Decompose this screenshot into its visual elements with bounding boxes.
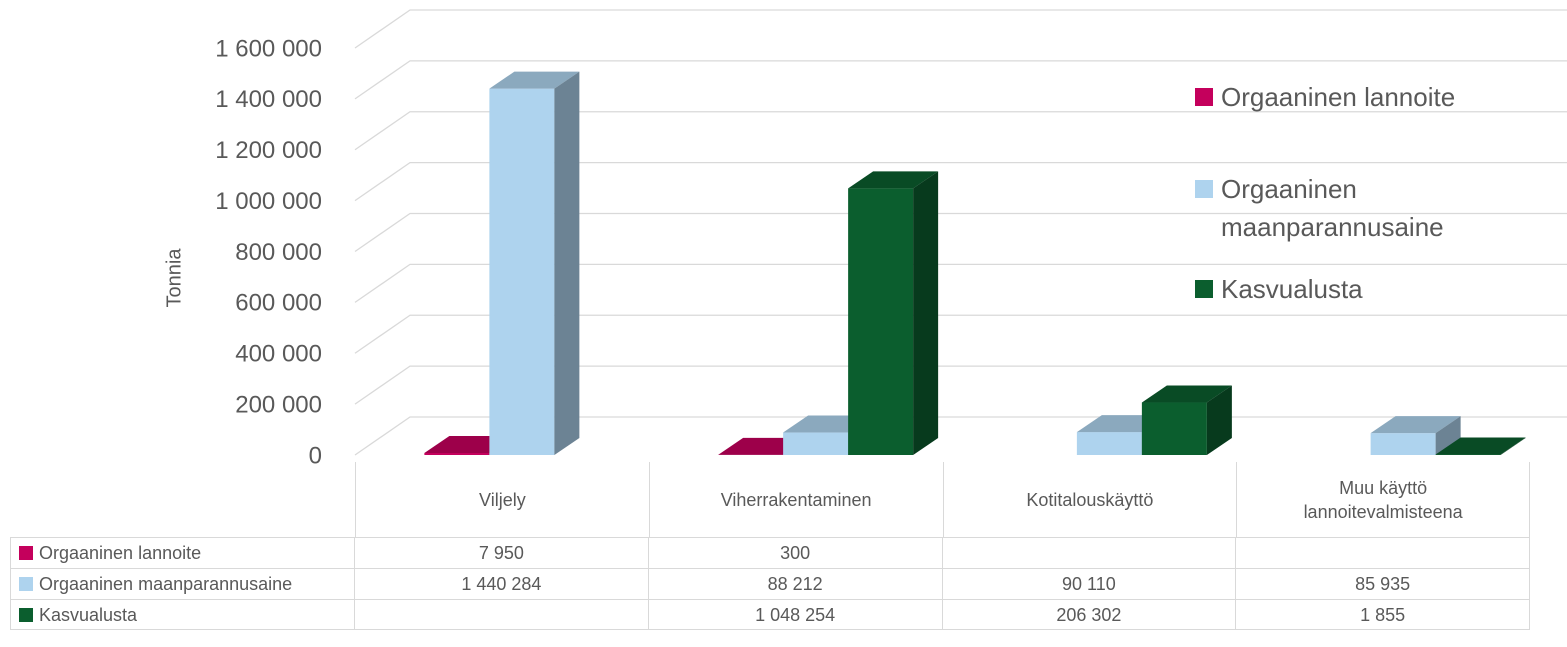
row-label: Orgaaninen lannoite xyxy=(39,543,202,563)
y-tick-label: 1 000 000 xyxy=(215,188,322,215)
grid-line xyxy=(354,263,1567,303)
legend-key xyxy=(1195,88,1213,106)
bar xyxy=(1435,437,1526,455)
row-label: Orgaaninen maanparannusaine xyxy=(39,574,293,594)
y-tick-label: 0 xyxy=(309,442,322,469)
bar-front xyxy=(1370,433,1436,455)
legend-label: Orgaaninen lannoite xyxy=(1221,82,1456,112)
bar-front xyxy=(489,88,555,456)
table-header: Viljely xyxy=(355,462,649,537)
bar-top xyxy=(1141,385,1232,403)
y-tick-label: 200 000 xyxy=(235,391,322,418)
grid-line xyxy=(354,60,1567,100)
grid-line xyxy=(354,111,1567,151)
legend-item: Kasvualusta xyxy=(1195,270,1535,308)
bar-front xyxy=(1076,432,1142,455)
bar-front xyxy=(424,452,490,455)
bar-top xyxy=(1435,437,1526,455)
row-label: Kasvualusta xyxy=(39,604,138,625)
legend-key xyxy=(19,546,33,560)
bar xyxy=(489,71,580,456)
bar-side xyxy=(1500,437,1526,455)
grid-line xyxy=(354,9,1567,49)
table-cell: 88 212 xyxy=(648,568,943,599)
table-cell: 7 950 xyxy=(355,537,649,568)
table-cell: 1 440 284 xyxy=(355,568,649,599)
grid-line xyxy=(354,314,1567,354)
y-tick-label: 400 000 xyxy=(235,341,322,368)
table-cell: 85 935 xyxy=(1236,568,1530,599)
legend-key xyxy=(19,577,33,591)
table-row-header: Orgaaninen maanparannusaine xyxy=(10,568,355,599)
bar-top xyxy=(489,71,580,89)
table-cell: 206 302 xyxy=(942,599,1237,630)
legend-item: Orgaaninen lannoite xyxy=(1195,78,1535,116)
bar xyxy=(848,171,939,455)
bar xyxy=(1370,416,1461,455)
table-row-header: Orgaaninen lannoite xyxy=(10,537,355,568)
table-cell xyxy=(942,537,1237,568)
y-tick-label: 600 000 xyxy=(235,290,322,317)
legend-label: Orgaaninen maanparannusaine xyxy=(1221,174,1444,242)
y-axis-label: Tonnia xyxy=(163,248,185,308)
y-tick-label: 1 200 000 xyxy=(215,137,322,164)
legend-key xyxy=(1195,180,1213,198)
y-tick-label: 1 400 000 xyxy=(215,86,322,113)
table-cell: 90 110 xyxy=(942,568,1237,599)
y-tick-label: 1 600 000 xyxy=(215,35,322,62)
legend-key xyxy=(1195,280,1213,298)
bar xyxy=(1141,385,1232,455)
grid-line xyxy=(354,365,1567,405)
y-tick-label: 800 000 xyxy=(235,239,322,266)
table-cell xyxy=(355,599,649,630)
bar-front xyxy=(1141,402,1207,455)
table-header: Viherrakentaminen xyxy=(648,462,943,537)
bar-side xyxy=(913,171,939,455)
bar-side xyxy=(1206,385,1232,455)
grid-line xyxy=(354,212,1567,253)
table-header: Muu käyttö lannoitevalmisteena xyxy=(1236,462,1530,537)
table-cell: 1 048 254 xyxy=(648,599,943,630)
table-row-header: Kasvualusta xyxy=(10,599,355,630)
legend-key xyxy=(19,607,33,622)
bar-top xyxy=(848,171,939,189)
table-header: Kotitalouskäyttö xyxy=(942,462,1237,537)
grid-line xyxy=(354,161,1567,202)
table-cell: 1 855 xyxy=(1236,599,1530,630)
legend-item: Orgaaninen maanparannusaine xyxy=(1195,170,1535,246)
bar-side xyxy=(1435,416,1461,455)
bar-front xyxy=(848,188,914,455)
bar-side xyxy=(554,71,580,456)
bar-front xyxy=(783,432,849,455)
table-cell: 300 xyxy=(648,537,943,568)
table-cell xyxy=(1236,537,1530,568)
legend-label: Kasvualusta xyxy=(1221,274,1363,304)
bar-top xyxy=(1370,416,1461,434)
